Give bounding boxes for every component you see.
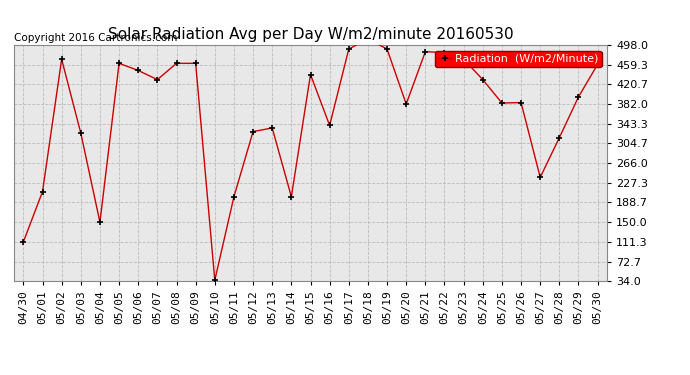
Legend: Radiation  (W/m2/Minute): Radiation (W/m2/Minute): [435, 51, 602, 67]
Title: Solar Radiation Avg per Day W/m2/minute 20160530: Solar Radiation Avg per Day W/m2/minute …: [108, 27, 513, 42]
Text: Copyright 2016 Cartronics.com: Copyright 2016 Cartronics.com: [14, 33, 177, 43]
